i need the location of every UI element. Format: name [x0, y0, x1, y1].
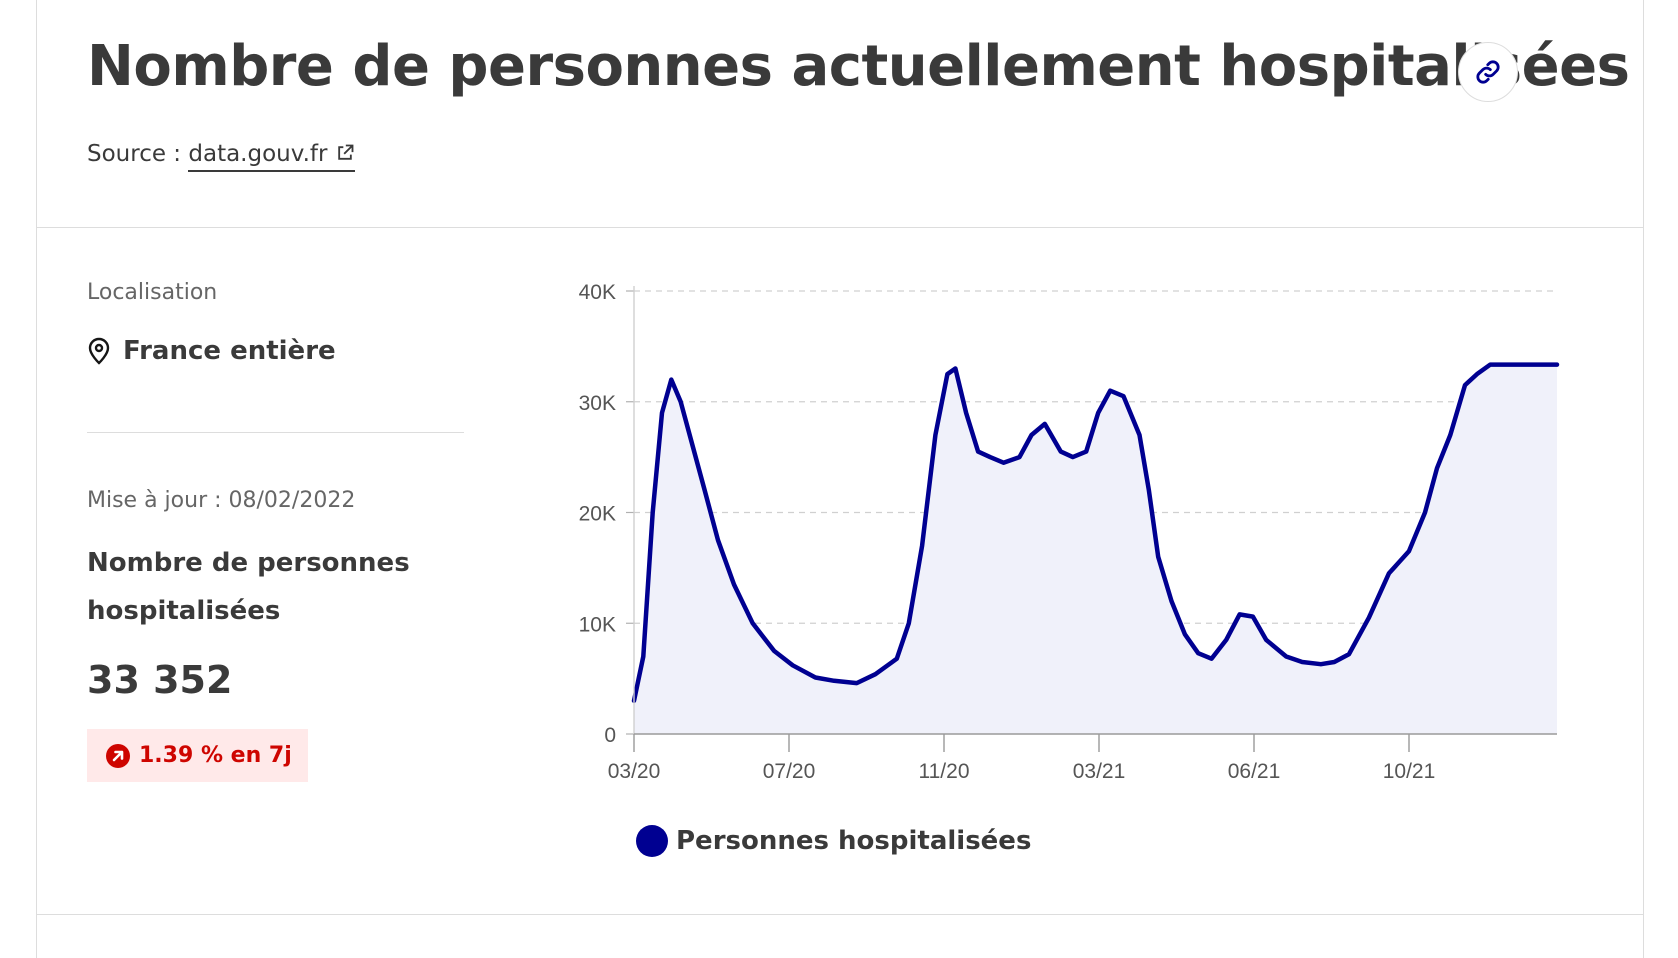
- y-tick-label: 40K: [579, 281, 616, 304]
- legend-marker: [636, 825, 668, 857]
- y-tick-label: 10K: [579, 613, 616, 636]
- location-value: France entière: [87, 336, 336, 366]
- trend-text: 1.39 % en 7j: [139, 743, 292, 768]
- page-title: Nombre de personnes actuellement hospita…: [87, 34, 1630, 99]
- x-tick-label: 03/20: [608, 760, 661, 783]
- source-link-text: data.gouv.fr: [188, 141, 328, 167]
- x-tick-label: 11/20: [919, 760, 970, 783]
- x-tick-label: 06/21: [1228, 760, 1281, 783]
- card-bottom-divider: [36, 914, 1644, 915]
- location-value-text: France entière: [123, 336, 336, 366]
- legend-label: Personnes hospitalisées: [676, 826, 1032, 856]
- y-tick-label: 0: [604, 724, 616, 747]
- source-label: Source :: [87, 141, 182, 167]
- arrow-up-right-icon: [106, 743, 130, 768]
- metric-label: Nombre de personnes hospitalisées: [87, 548, 410, 626]
- update-date: Mise à jour : 08/02/2022: [87, 488, 356, 513]
- chart-axes: 0 10K 20K 30K 40K 03/20 07/20 11/20 03/21 06/21 10…: [579, 281, 1557, 783]
- metric-value: 33 352: [87, 658, 233, 702]
- copy-link-button[interactable]: [1458, 42, 1518, 102]
- hospitalisation-chart: 0 10K 20K 30K 40K 03/20 07/20 11/20 03/21 06/21 10…: [579, 281, 1560, 783]
- external-link-icon: [338, 144, 354, 160]
- x-tick-label: 10/21: [1383, 760, 1436, 783]
- trend-badge: 1.39 % en 7j: [87, 729, 308, 782]
- map-pin-icon: [88, 337, 110, 365]
- x-tick-label: 03/21: [1073, 760, 1126, 783]
- chart-card: Nombre de personnes actuellement hospita…: [36, 0, 1644, 958]
- y-tick-label: 30K: [579, 392, 616, 415]
- link-icon: [1476, 60, 1500, 84]
- chart-area-fill: [634, 364, 1557, 734]
- source-line: Source : data.gouv.fr: [87, 141, 356, 172]
- chart-legend[interactable]: Personnes hospitalisées: [636, 825, 1031, 857]
- chart-series-line: [631, 362, 1560, 704]
- card-header: Nombre de personnes actuellement hospita…: [37, 0, 1643, 228]
- location-label: Localisation: [87, 280, 218, 305]
- x-tick-label: 07/20: [763, 760, 816, 783]
- y-tick-label: 20K: [579, 503, 616, 526]
- source-link[interactable]: data.gouv.fr: [188, 141, 356, 172]
- panel-divider: [87, 432, 464, 433]
